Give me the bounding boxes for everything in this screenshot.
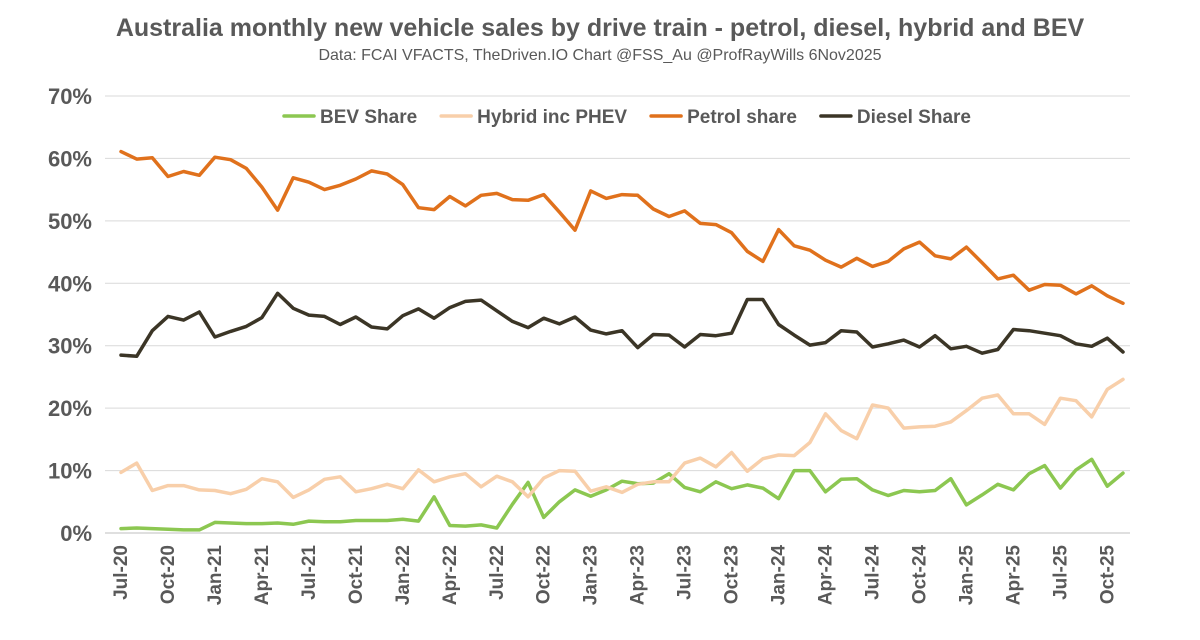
y-tick-label: 40%: [48, 271, 92, 296]
series-line-bev-share: [119, 457, 1125, 532]
series-lines: [119, 149, 1125, 532]
series-line-hybrid-inc-phev: [119, 377, 1125, 500]
legend-label-hybrid-inc-phev: Hybrid inc PHEV: [477, 107, 627, 128]
y-tick-label: 60%: [48, 146, 92, 171]
x-tick-label: Jul-22: [487, 545, 508, 600]
y-tick-label: 10%: [48, 459, 92, 484]
y-tick-label: 30%: [48, 334, 92, 359]
y-tick-label: 50%: [48, 209, 92, 234]
legend-label-bev-share: BEV Share: [320, 107, 417, 128]
gridlines: [105, 95, 1130, 472]
x-tick-label: Oct-24: [909, 545, 930, 605]
x-tick-label: Apr-23: [628, 545, 649, 605]
x-tick-label: Oct-22: [534, 545, 555, 604]
x-tick-label: Apr-24: [816, 545, 837, 606]
y-tick-label: 0%: [60, 521, 92, 546]
chart-title: Australia monthly new vehicle sales by d…: [115, 14, 1085, 42]
x-tick-label: Apr-22: [440, 545, 461, 605]
y-tick-label: 20%: [48, 396, 92, 421]
x-tick-label: Jul-23: [675, 545, 696, 600]
x-tick-label: Jan-24: [769, 545, 790, 606]
y-tick-label: 70%: [48, 84, 92, 109]
x-tick-label: Jan-25: [956, 545, 977, 606]
chart-subtitle: Data: FCAI VFACTS, TheDriven.IO Chart @F…: [318, 47, 882, 64]
x-tick-label: Apr-21: [252, 545, 273, 606]
x-tick-label: Apr-25: [1003, 545, 1024, 606]
x-tick-label: Jul-25: [1050, 545, 1071, 600]
y-axis: 0% 10% 20% 30% 40% 50% 60% 70%: [48, 84, 92, 546]
x-tick-label: Jan-22: [393, 545, 414, 605]
legend-label-petrol-share: Petrol share: [687, 107, 797, 128]
x-axis: Jul-20 Oct-20 Jan-21 Apr-21 Jul-21 Oct-21 Jan-…: [105, 532, 1130, 606]
series-line-diesel-share: [119, 291, 1125, 359]
legend: BEV Share Hybrid inc PHEV Petrol share Dies…: [282, 107, 971, 128]
x-tick-label: Oct-25: [1097, 545, 1118, 605]
x-tick-label: Jan-21: [205, 545, 226, 606]
x-tick-label: Jan-23: [581, 545, 602, 605]
x-tick-label: Oct-21: [346, 545, 367, 605]
x-tick-label: Oct-20: [158, 545, 179, 604]
series-line-petrol-share: [119, 149, 1125, 306]
legend-label-diesel-share: Diesel Share: [857, 107, 971, 128]
x-tick-label: Jul-20: [111, 545, 132, 600]
x-tick-label: Oct-23: [722, 545, 743, 604]
x-tick-label: Jul-21: [299, 545, 320, 600]
x-tick-label: Jul-24: [863, 545, 884, 600]
